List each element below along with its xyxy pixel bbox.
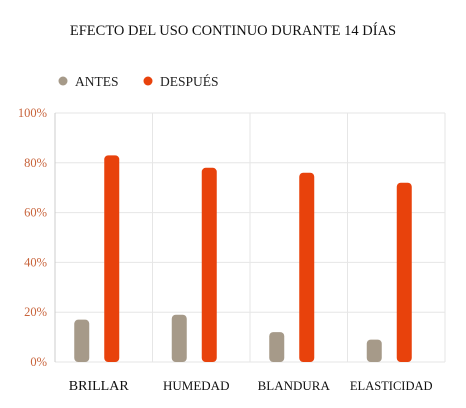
bar-antes-blandura — [269, 332, 285, 362]
bars — [74, 155, 412, 362]
x-axis-ticks: BRILLAR HUMEDAD BLANDURA ELASTICIDAD — [69, 378, 433, 394]
legend-item-antes: ANTES — [58, 74, 119, 89]
y-tick-label: 80% — [24, 156, 47, 170]
bar-antes-elasticidad — [366, 339, 382, 362]
legend-label: DESPUÉS — [160, 74, 219, 89]
bar-despues-brillar — [104, 155, 120, 362]
legend-label: ANTES — [75, 74, 119, 89]
x-tick-label: ELASTICIDAD — [350, 379, 433, 393]
bar-antes-humedad — [171, 314, 187, 362]
x-tick-label: HUMEDAD — [163, 378, 229, 393]
bar-despues-elasticidad — [396, 182, 412, 362]
y-tick-label: 100% — [18, 106, 47, 120]
bar-despues-blandura — [299, 172, 315, 362]
chart-title: EFECTO DEL USO CONTINUO DURANTE 14 DÍAS — [70, 22, 396, 39]
legend-item-despues: DESPUÉS — [143, 74, 219, 89]
y-tick-label: 20% — [24, 305, 47, 319]
legend: ANTES DESPUÉS — [58, 74, 219, 89]
gridlines — [54, 112, 446, 363]
y-tick-label: 40% — [24, 255, 47, 269]
x-tick-label: BLANDURA — [258, 378, 331, 393]
y-axis-ticks: 0% 20% 40% 60% 80% 100% — [18, 106, 47, 369]
bar-despues-humedad — [201, 167, 217, 362]
legend-marker — [58, 76, 68, 86]
y-tick-label: 60% — [24, 206, 47, 220]
legend-marker — [143, 76, 153, 86]
x-tick-label: BRILLAR — [69, 379, 130, 394]
bar-antes-brillar — [74, 319, 90, 362]
y-tick-label: 0% — [30, 355, 47, 369]
